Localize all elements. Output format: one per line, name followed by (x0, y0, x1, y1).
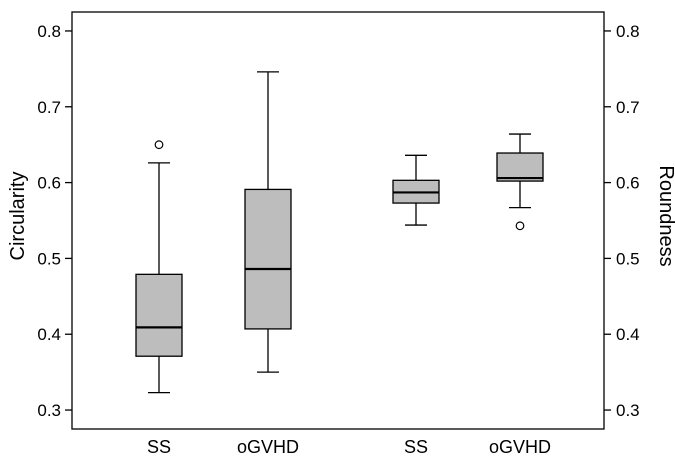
x-category-label: oGVHD (489, 437, 551, 457)
right-y-tick-label: 0.8 (616, 22, 640, 41)
right-y-tick-label: 0.4 (616, 325, 640, 344)
right-y-tick-label: 0.3 (616, 401, 640, 420)
boxes (135, 71, 544, 394)
left-y-tick-label: 0.8 (37, 22, 61, 41)
interquartile-box (244, 188, 292, 330)
box-3 (392, 154, 440, 226)
left-y-tick-label: 0.5 (37, 249, 61, 268)
x-category-label: SS (404, 437, 428, 457)
left-y-tick-label: 0.4 (37, 325, 61, 344)
x-axis-categories: SS oGVHD SS oGVHD (147, 437, 551, 457)
plot-area-frame (71, 11, 605, 430)
outlier-point (154, 140, 164, 150)
left-y-axis-title: Circularity (7, 172, 29, 261)
outlier-point (515, 221, 525, 231)
right-y-tick-label: 0.7 (616, 98, 640, 117)
box-2 (244, 71, 292, 373)
right-y-tick-label: 0.5 (616, 249, 640, 268)
left-y-tick-label: 0.7 (37, 98, 61, 117)
x-category-label: oGVHD (237, 437, 299, 457)
left-y-tick-label: 0.3 (37, 401, 61, 420)
right-y-axis: 0.3 0.4 0.5 0.6 0.7 0.8 (604, 22, 640, 420)
box-1 (135, 140, 183, 394)
x-category-label: SS (147, 437, 171, 457)
left-y-tick-label: 0.6 (37, 174, 61, 193)
interquartile-box (135, 273, 183, 357)
right-y-tick-label: 0.6 (616, 174, 640, 193)
interquartile-box (496, 152, 544, 182)
right-y-axis-title: Roundness (655, 165, 675, 266)
box-4 (496, 133, 544, 231)
left-y-axis: 0.3 0.4 0.5 0.6 0.7 0.8 (37, 22, 72, 420)
